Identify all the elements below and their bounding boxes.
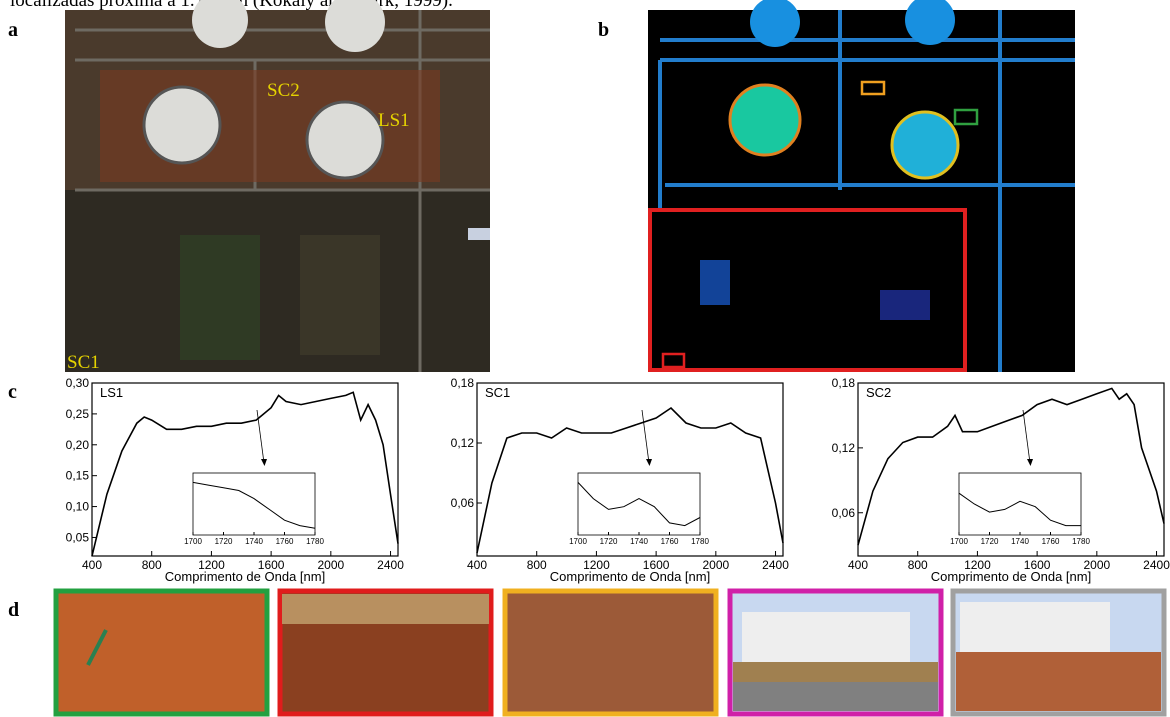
inset-x-tick-label: 1720 xyxy=(600,537,618,546)
arrow xyxy=(1023,410,1030,463)
inset-x-tick-label: 1780 xyxy=(691,537,709,546)
x-tick-label: 800 xyxy=(527,558,547,572)
panel-label: d xyxy=(8,599,19,621)
inset-x-tick-label: 1740 xyxy=(1011,537,1029,546)
arrow-head xyxy=(1027,459,1033,466)
inset-x-tick-label: 1720 xyxy=(981,537,999,546)
y-tick-label: 0,05 xyxy=(66,530,90,544)
inset-frame xyxy=(959,473,1081,535)
site-label: SC1 xyxy=(67,352,100,373)
panel-label: c xyxy=(8,381,17,403)
inset-x-tick-label: 1700 xyxy=(950,537,968,546)
inset-x-tick-label: 1700 xyxy=(184,537,202,546)
y-tick-label: 0,18 xyxy=(451,376,475,390)
inset-x-tick-label: 1720 xyxy=(215,537,233,546)
photo-strip xyxy=(56,591,1164,714)
x-tick-label: 2400 xyxy=(762,558,789,572)
inset-x-tick-label: 1760 xyxy=(661,537,679,546)
x-tick-label: 2400 xyxy=(1143,558,1170,572)
y-tick-label: 0,06 xyxy=(451,496,475,510)
x-tick-label: 400 xyxy=(82,558,102,572)
inset-x-tick-label: 1780 xyxy=(306,537,324,546)
plot-title: SC1 xyxy=(485,385,510,400)
plot-title: LS1 xyxy=(100,385,123,400)
inset-frame xyxy=(193,473,315,535)
panel-label: b xyxy=(598,19,609,41)
y-tick-label: 0,06 xyxy=(832,506,856,520)
inset-x-tick-label: 1780 xyxy=(1072,537,1090,546)
x-axis-label: Comprimento de Onda [nm] xyxy=(165,569,325,584)
arrow xyxy=(257,410,264,463)
classification-image xyxy=(648,0,1075,372)
plot-title: SC2 xyxy=(866,385,891,400)
y-tick-label: 0,12 xyxy=(451,436,475,450)
inset-x-tick-label: 1760 xyxy=(276,537,294,546)
x-tick-label: 2400 xyxy=(377,558,404,572)
x-tick-label: 400 xyxy=(467,558,487,572)
arrow-head xyxy=(646,459,652,466)
figure: localizadas próxima a 1.726μm (Kokaly an… xyxy=(0,0,1170,717)
inset-x-tick-label: 1700 xyxy=(569,537,587,546)
y-tick-label: 0,25 xyxy=(66,407,90,421)
arrow xyxy=(642,410,649,463)
inset-frame xyxy=(578,473,700,535)
site-label: SC2 xyxy=(267,80,300,101)
x-axis-label: Comprimento de Onda [nm] xyxy=(550,569,710,584)
arrow-head xyxy=(261,459,267,466)
y-tick-label: 0,10 xyxy=(66,500,90,514)
x-tick-label: 800 xyxy=(908,558,928,572)
panel-label: a xyxy=(8,19,18,41)
y-tick-label: 0,18 xyxy=(832,376,856,390)
y-tick-label: 0,30 xyxy=(66,376,90,390)
inset-x-tick-label: 1760 xyxy=(1042,537,1060,546)
inset-x-tick-label: 1740 xyxy=(245,537,263,546)
site-label: LS1 xyxy=(378,110,410,131)
x-axis-label: Comprimento de Onda [nm] xyxy=(931,569,1091,584)
satellite-image: SC2 LS1 SC1 xyxy=(65,0,490,373)
y-tick-label: 0,20 xyxy=(66,438,90,452)
inset-x-tick-label: 1740 xyxy=(630,537,648,546)
x-tick-label: 800 xyxy=(142,558,162,572)
x-tick-label: 400 xyxy=(848,558,868,572)
y-tick-label: 0,15 xyxy=(66,469,90,483)
y-tick-label: 0,12 xyxy=(832,441,856,455)
